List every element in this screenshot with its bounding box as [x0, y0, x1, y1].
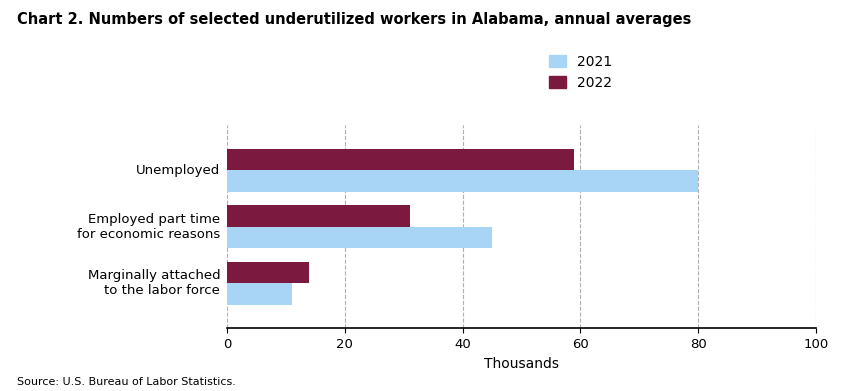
Bar	[227, 170, 698, 192]
X-axis label: Thousands: Thousands	[484, 357, 559, 371]
Bar	[227, 283, 292, 305]
Bar	[227, 149, 574, 170]
Text: Chart 2. Numbers of selected underutilized workers in Alabama, annual averages: Chart 2. Numbers of selected underutiliz…	[17, 12, 691, 27]
Bar	[227, 262, 309, 283]
Bar	[227, 205, 410, 227]
Bar	[227, 227, 492, 248]
Text: Source: U.S. Bureau of Labor Statistics.: Source: U.S. Bureau of Labor Statistics.	[17, 377, 235, 387]
Legend: 2021, 2022: 2021, 2022	[549, 55, 611, 90]
